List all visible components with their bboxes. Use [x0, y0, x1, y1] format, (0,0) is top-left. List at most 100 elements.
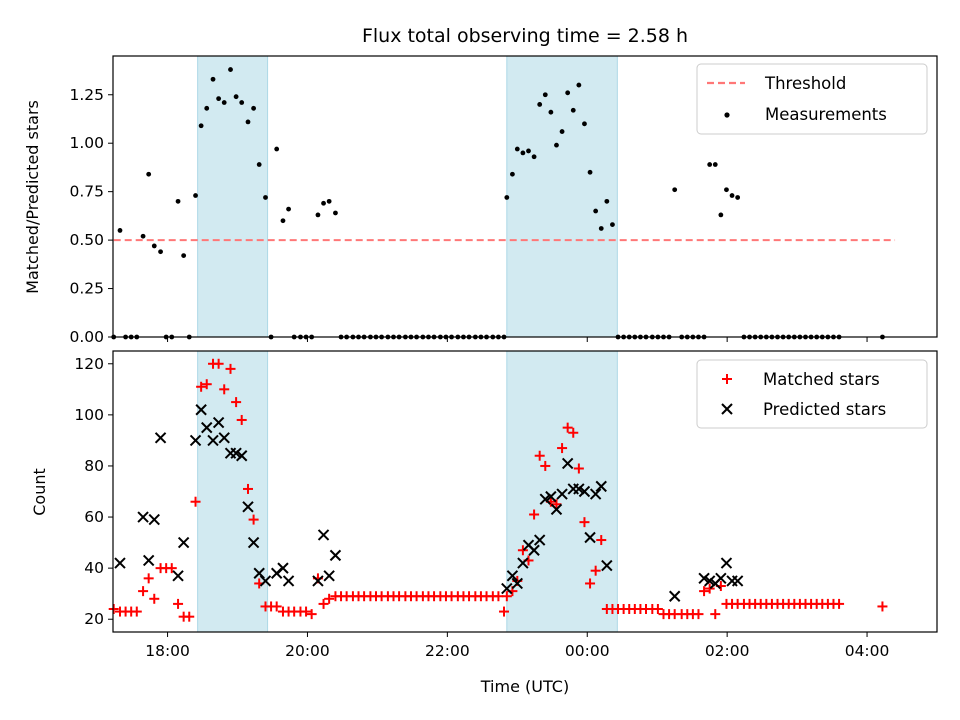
- predicted-point: [589, 488, 602, 500]
- matched-point: [529, 509, 540, 520]
- predicted-point: [172, 570, 184, 582]
- measurement-point: [151, 243, 157, 249]
- matched-point: [585, 578, 596, 589]
- legend-measurements-label: Measurements: [765, 105, 887, 124]
- matched-point: [710, 609, 721, 620]
- measurement-point: [274, 146, 280, 152]
- measurement-point: [326, 198, 332, 204]
- bottom-y-axis-label: Count: [30, 468, 49, 516]
- predicted-point: [545, 490, 557, 503]
- predicted-point: [218, 432, 230, 444]
- predicted-point: [212, 416, 225, 429]
- matched-point: [834, 598, 845, 609]
- top-legend: Threshold Measurements: [696, 63, 928, 135]
- matched-point: [138, 586, 149, 597]
- matched-point: [573, 463, 584, 474]
- predicted-point: [177, 536, 190, 549]
- measurement-point: [239, 100, 245, 105]
- top-highlight-span-0: [197, 55, 269, 338]
- predicted-point: [501, 582, 513, 595]
- matched-point: [579, 517, 590, 528]
- bottom-y-tick-label: 60: [84, 508, 104, 526]
- measurement-point: [531, 154, 537, 160]
- predicted-point: [207, 434, 219, 447]
- bottom-axes-frame: [112, 350, 938, 633]
- predicted-point: [323, 570, 335, 582]
- matched-point: [143, 573, 154, 584]
- predicted-point: [578, 485, 591, 498]
- predicted-point: [573, 483, 585, 495]
- matched-point: [318, 598, 329, 609]
- matched-point: [693, 609, 704, 620]
- bottom-y-tick-label: 20: [84, 610, 104, 628]
- predicted-point: [142, 554, 155, 567]
- predicted-point: [595, 480, 607, 493]
- matched-point: [173, 598, 184, 609]
- measurement-point: [582, 121, 587, 127]
- x-tick-label: 22:00: [425, 642, 470, 660]
- measurement-point: [504, 195, 510, 200]
- predicted-point: [720, 557, 733, 569]
- matched-point: [557, 443, 568, 454]
- top-y-tick-label: 0.75: [69, 183, 104, 201]
- predicted-point: [312, 575, 324, 587]
- predicted-point: [528, 544, 540, 556]
- bottom-y-tick-label: 100: [74, 406, 104, 424]
- matched-point: [248, 514, 259, 525]
- legend-predicted-swatch: [721, 403, 733, 415]
- predicted-point: [148, 513, 160, 526]
- predicted-point: [114, 557, 126, 569]
- predicted-point: [539, 493, 551, 505]
- top-legend-box: [696, 63, 928, 135]
- matched-point: [231, 397, 242, 408]
- matched-point: [877, 601, 888, 612]
- measurement-point: [158, 249, 163, 255]
- x-tick-label: 00:00: [565, 642, 610, 660]
- predicted-point: [511, 577, 524, 590]
- measurement-point: [256, 162, 262, 167]
- measurement-point: [565, 90, 571, 96]
- top-panel: 0.00 0.25 0.50 0.75 1.00 1.25: [69, 55, 938, 346]
- matched-point: [166, 563, 177, 574]
- matched-point: [324, 593, 335, 604]
- top-y-tick-label: 0.00: [69, 328, 104, 346]
- measurement-point: [729, 193, 735, 198]
- matched-point: [225, 363, 236, 374]
- legend-matched-swatch: [722, 374, 732, 384]
- matched-point: [301, 606, 312, 617]
- top-y-tick-label: 0.50: [69, 231, 104, 249]
- chart-title: Flux total observing time = 2.58 h: [362, 25, 688, 47]
- predicted-point: [282, 575, 295, 587]
- legend-matched-label: Matched stars: [763, 370, 880, 389]
- predicted-point: [195, 404, 207, 416]
- matched-point: [196, 381, 207, 392]
- legend-cross-mark: [721, 403, 733, 415]
- predicted-point: [137, 511, 149, 523]
- measurement-point: [321, 200, 326, 206]
- measurement-point: [175, 198, 181, 204]
- legend-measurements-swatch: [724, 112, 730, 118]
- predicted-point: [201, 421, 213, 434]
- matched-point: [501, 591, 512, 602]
- matched-point: [213, 358, 224, 369]
- matched-point: [596, 535, 607, 546]
- measurement-point: [216, 96, 222, 102]
- predicted-point: [317, 529, 330, 541]
- x-tick-label: 02:00: [705, 642, 750, 660]
- top-highlight-span-1: [506, 55, 618, 338]
- measurement-point: [286, 206, 291, 212]
- measurement-point: [548, 109, 554, 115]
- predicted-point: [601, 559, 613, 572]
- matched-point: [219, 384, 230, 395]
- matched-point: [699, 586, 710, 597]
- predicted-point: [242, 501, 254, 513]
- matched-point: [499, 606, 510, 617]
- matched-point: [108, 604, 119, 615]
- predicted-point: [247, 536, 260, 549]
- x-tick-label: 18:00: [145, 642, 190, 660]
- matched-point: [493, 591, 504, 602]
- measurement-point: [146, 171, 152, 177]
- top-y-tick-label: 1.25: [69, 86, 104, 104]
- measurement-point: [537, 102, 543, 107]
- measurement-point: [280, 218, 286, 224]
